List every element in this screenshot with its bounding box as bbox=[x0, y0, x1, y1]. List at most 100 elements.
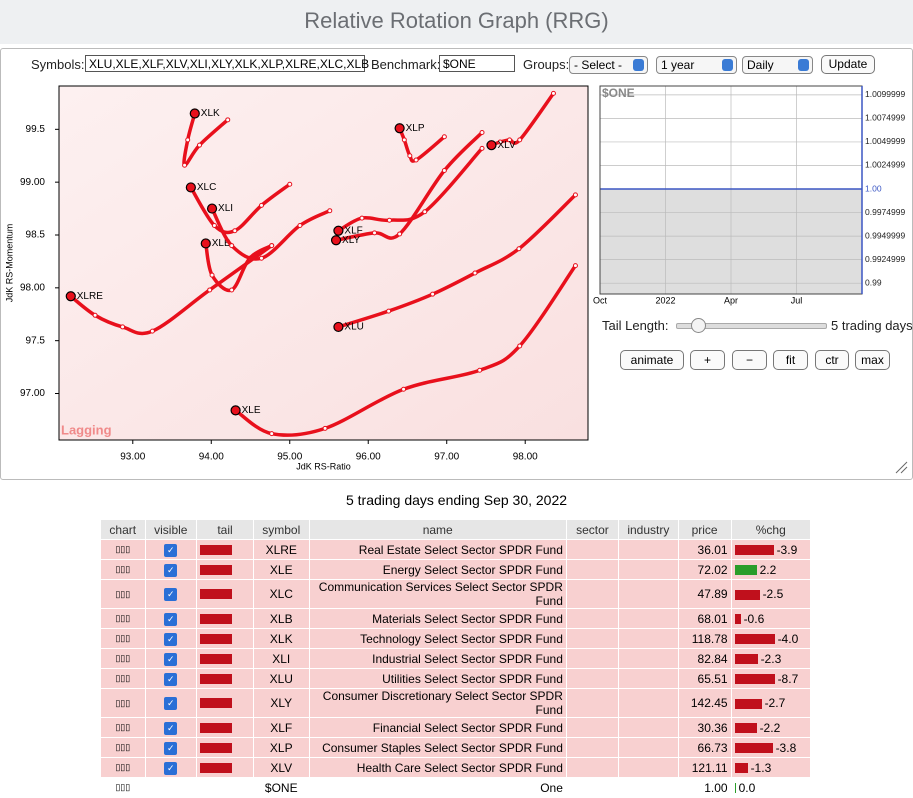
name: Consumer Discretionary Select Sector SPD… bbox=[309, 689, 566, 718]
visible-checkbox[interactable]: ✓ bbox=[164, 588, 177, 601]
symbol: XLF bbox=[253, 718, 309, 738]
column-header[interactable]: sector bbox=[566, 520, 618, 540]
price: 72.02 bbox=[678, 560, 731, 580]
table-row: ▯▯▯✓XLREReal Estate Select Sector SPDR F… bbox=[101, 540, 811, 560]
tail-point bbox=[208, 288, 212, 292]
sector bbox=[566, 629, 618, 649]
tail-slider-thumb[interactable] bbox=[691, 318, 706, 333]
price: 65.51 bbox=[678, 669, 731, 689]
button[interactable]: max bbox=[855, 350, 890, 370]
name: Health Care Select Sector SPDR Fund bbox=[309, 758, 566, 778]
head-point bbox=[334, 226, 343, 235]
tail-point bbox=[431, 292, 435, 296]
visible-checkbox[interactable]: ✓ bbox=[164, 544, 177, 557]
tail-point bbox=[186, 138, 190, 142]
tail-point bbox=[226, 118, 230, 122]
visible-checkbox[interactable]: ✓ bbox=[164, 564, 177, 577]
visible-checkbox[interactable]: ✓ bbox=[164, 673, 177, 686]
visible-checkbox[interactable]: ✓ bbox=[164, 613, 177, 626]
visible-checkbox[interactable]: ✓ bbox=[164, 742, 177, 755]
series-label: XLE bbox=[242, 405, 261, 416]
sector bbox=[566, 669, 618, 689]
visible-checkbox[interactable]: ✓ bbox=[164, 762, 177, 775]
industry bbox=[619, 629, 679, 649]
chart-icon[interactable]: ▯▯▯ bbox=[101, 778, 146, 798]
table-row: ▯▯▯✓XLVHealth Care Select Sector SPDR Fu… bbox=[101, 758, 811, 778]
chart-icon[interactable]: ▯▯▯ bbox=[101, 669, 146, 689]
visible-checkbox[interactable]: ✓ bbox=[164, 697, 177, 710]
visible-checkbox[interactable]: ✓ bbox=[164, 633, 177, 646]
chart-icon[interactable]: ▯▯▯ bbox=[101, 738, 146, 758]
series-label: XLRE bbox=[77, 291, 103, 302]
visible-checkbox[interactable]: ✓ bbox=[164, 653, 177, 666]
x-tick-label: Jul bbox=[791, 295, 803, 305]
tail-bar bbox=[200, 565, 232, 575]
column-header[interactable]: chart bbox=[101, 520, 146, 540]
column-header[interactable]: tail bbox=[197, 520, 254, 540]
button[interactable]: animate bbox=[620, 350, 684, 370]
quadrant-label: Lagging bbox=[61, 422, 112, 437]
chart-icon[interactable]: ▯▯▯ bbox=[101, 540, 146, 560]
x-tick-label: 94.00 bbox=[199, 452, 224, 463]
resize-handle[interactable] bbox=[896, 462, 907, 473]
header-row: chartvisibletailsymbolnamesectorindustry… bbox=[101, 520, 811, 540]
tail-cell bbox=[197, 758, 254, 778]
y-tick-label: 1.0074999 bbox=[865, 113, 905, 123]
tail-point bbox=[423, 210, 427, 214]
name: Energy Select Sector SPDR Fund bbox=[309, 560, 566, 580]
column-header[interactable]: %chg bbox=[731, 520, 810, 540]
symbol: XLP bbox=[253, 738, 309, 758]
sector bbox=[566, 560, 618, 580]
sector bbox=[566, 689, 618, 718]
button[interactable]: ctr bbox=[815, 350, 849, 370]
price: 68.01 bbox=[678, 609, 731, 629]
symbol: XLRE bbox=[253, 540, 309, 560]
series-label: XLU bbox=[344, 322, 363, 333]
chart-icon[interactable]: ▯▯▯ bbox=[101, 758, 146, 778]
chg-bar bbox=[735, 674, 775, 684]
tail-point bbox=[473, 271, 477, 275]
head-point bbox=[395, 124, 404, 133]
column-header[interactable]: price bbox=[678, 520, 731, 540]
chart-icon[interactable]: ▯▯▯ bbox=[101, 560, 146, 580]
chg-value: -0.6 bbox=[744, 612, 765, 626]
tail-point bbox=[270, 432, 274, 436]
sector bbox=[566, 758, 618, 778]
tail-cell bbox=[197, 540, 254, 560]
visible-cell: ✓ bbox=[145, 758, 196, 778]
button[interactable]: − bbox=[732, 350, 767, 370]
chart-icon[interactable]: ▯▯▯ bbox=[101, 609, 146, 629]
column-header[interactable]: name bbox=[309, 520, 566, 540]
y-tick-label: 98.5 bbox=[26, 230, 46, 241]
charts: 93.0094.0095.0096.0097.0098.0097.0097.59… bbox=[0, 0, 913, 480]
visible-cell: ✓ bbox=[145, 649, 196, 669]
button[interactable]: fit bbox=[773, 350, 808, 370]
sector bbox=[566, 540, 618, 560]
visible-cell: ✓ bbox=[145, 669, 196, 689]
chart-icon[interactable]: ▯▯▯ bbox=[101, 649, 146, 669]
column-header[interactable]: industry bbox=[619, 520, 679, 540]
visible-checkbox[interactable]: ✓ bbox=[164, 722, 177, 735]
column-header[interactable]: symbol bbox=[253, 520, 309, 540]
chg-bar bbox=[735, 723, 757, 733]
chart-icon[interactable]: ▯▯▯ bbox=[101, 629, 146, 649]
head-point bbox=[231, 406, 240, 415]
tail-point bbox=[230, 288, 234, 292]
tail-point bbox=[197, 143, 201, 147]
tail-point bbox=[259, 203, 263, 207]
chart-icon[interactable]: ▯▯▯ bbox=[101, 718, 146, 738]
tail-point bbox=[442, 169, 446, 173]
series-label: XLY bbox=[342, 235, 360, 246]
chg-bar bbox=[735, 783, 736, 793]
name: One bbox=[309, 778, 566, 798]
name: Materials Select Sector SPDR Fund bbox=[309, 609, 566, 629]
visible-cell: ✓ bbox=[145, 738, 196, 758]
price: 66.73 bbox=[678, 738, 731, 758]
head-point bbox=[334, 322, 343, 331]
chart-icon[interactable]: ▯▯▯ bbox=[101, 689, 146, 718]
chart-icon[interactable]: ▯▯▯ bbox=[101, 580, 146, 609]
column-header[interactable]: visible bbox=[145, 520, 196, 540]
button[interactable]: + bbox=[690, 350, 725, 370]
chg-value: -2.3 bbox=[761, 652, 782, 666]
name: Financial Select Sector SPDR Fund bbox=[309, 718, 566, 738]
